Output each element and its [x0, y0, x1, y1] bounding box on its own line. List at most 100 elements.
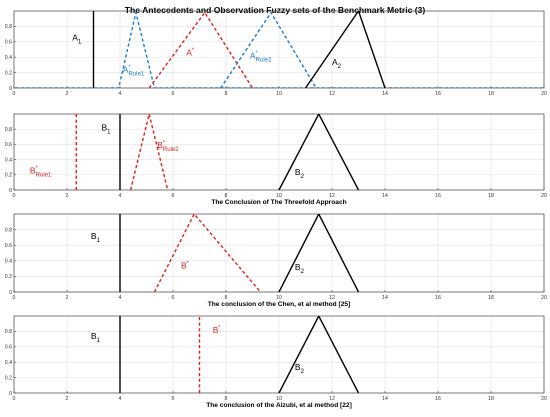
y-tick-label: 0 — [9, 86, 12, 92]
x-tick-label: 14 — [382, 396, 388, 402]
series-label-sub: 1 — [97, 238, 101, 244]
series-group — [119, 316, 360, 393]
panel-caption: The conclusion of the Chen, et al method… — [208, 301, 351, 308]
x-tick-label: 10 — [276, 91, 282, 97]
series-label: B1 — [91, 231, 101, 244]
series-group — [75, 114, 360, 190]
x-tick-label: 12 — [329, 396, 335, 402]
y-tick-label: 0.4 — [5, 157, 12, 163]
x-tick-label: 14 — [382, 193, 388, 199]
x-tick-label: 18 — [488, 295, 494, 301]
series-line-b2 — [278, 316, 360, 393]
series-label-sub: 1 — [97, 338, 101, 344]
x-tick-label: 2 — [66, 295, 69, 301]
series-line-b2 — [278, 214, 360, 292]
panel-caption: The Conclusion of The Threefold Approach — [211, 199, 346, 206]
y-tick-label: 0.4 — [5, 259, 12, 265]
series-label: B2 — [295, 262, 305, 275]
x-tick-label: 18 — [488, 396, 494, 402]
x-tick-label: 10 — [276, 193, 282, 199]
series-label-sub: 1 — [78, 39, 82, 45]
figure-title: The Antecedents and Observation Fuzzy se… — [125, 5, 426, 15]
x-tick-label: 20 — [541, 193, 547, 199]
x-tick-label: 16 — [435, 396, 441, 402]
y-tick-label: 0.8 — [5, 24, 12, 30]
x-tick-label: 8 — [225, 91, 228, 97]
x-tick-label: 4 — [119, 193, 122, 199]
series-label: A* Rule2 — [250, 51, 272, 64]
series-label-sup: * — [36, 165, 39, 171]
x-tick-label: 18 — [488, 91, 494, 97]
y-tick-label: 0.6 — [5, 40, 12, 46]
series-label-sub: 2 — [301, 369, 305, 375]
x-tick-label: 16 — [435, 193, 441, 199]
series-line-astarrule1 — [14, 12, 544, 88]
y-tick-label: 0.4 — [5, 360, 12, 366]
x-tick-label: 20 — [541, 396, 547, 402]
series-label: B1 — [101, 123, 111, 136]
x-tick-label: 6 — [172, 295, 175, 301]
x-tick-label: 18 — [488, 193, 494, 199]
series-label-sub: Rule1 — [36, 172, 52, 178]
series-line-bstarrule2 — [129, 114, 169, 190]
series-label-sub: 1 — [107, 130, 111, 136]
series-label: B* Rule2 — [157, 140, 179, 153]
panel-caption: The conclusion of the Alzubi, et al meth… — [206, 402, 352, 409]
series-label: B* — [181, 261, 190, 271]
series-label-letter: B — [295, 362, 301, 372]
series-label-letter: A — [123, 65, 129, 75]
y-tick-label: 0 — [9, 188, 12, 194]
x-tick-label: 6 — [172, 91, 175, 97]
series-label-letter: B — [295, 262, 301, 272]
x-tick-label: 0 — [13, 91, 16, 97]
x-tick-label: 16 — [435, 295, 441, 301]
x-tick-label: 12 — [329, 193, 335, 199]
series-label: B2 — [295, 362, 305, 375]
series-label: A* Rule1 — [123, 65, 145, 78]
x-tick-label: 10 — [276, 396, 282, 402]
x-tick-label: 20 — [541, 91, 547, 97]
x-tick-label: 6 — [172, 396, 175, 402]
x-tick-label: 4 — [119, 295, 122, 301]
series-label-sub: Rule2 — [256, 58, 272, 64]
y-tick-label: 0.8 — [5, 329, 12, 335]
series-label: A2 — [332, 57, 342, 70]
x-tick-label: 10 — [276, 295, 282, 301]
x-tick-label: 8 — [225, 295, 228, 301]
series-line-bstar — [153, 214, 261, 292]
series-label-letter: A — [72, 32, 78, 42]
x-tick-label: 20 — [541, 295, 547, 301]
series-group — [119, 214, 360, 292]
series-label: B* — [213, 325, 222, 335]
y-tick-label: 0.6 — [5, 142, 12, 148]
y-tick-label: 0.2 — [5, 375, 12, 381]
series-label-sub: 2 — [338, 64, 342, 70]
series-label-letter: B — [213, 325, 219, 335]
series-label-sub: Rule2 — [163, 147, 179, 153]
x-tick-label: 0 — [13, 396, 16, 402]
x-tick-label: 12 — [329, 295, 335, 301]
y-tick-label: 0.8 — [5, 227, 12, 233]
series-line-astar — [148, 11, 254, 88]
x-tick-label: 0 — [13, 295, 16, 301]
x-tick-label: 8 — [225, 193, 228, 199]
x-tick-label: 2 — [66, 193, 69, 199]
series-label-sub: 2 — [301, 174, 305, 180]
series-label: A1 — [72, 32, 82, 45]
series-label-letter: B — [101, 123, 107, 133]
x-tick-label: 0 — [13, 193, 16, 199]
y-tick-label: 0.8 — [5, 127, 12, 133]
x-tick-label: 14 — [382, 295, 388, 301]
series-line-astarrule2 — [220, 11, 317, 88]
x-tick-label: 2 — [66, 91, 69, 97]
x-tick-label: 6 — [172, 193, 175, 199]
series-line-b2 — [278, 114, 360, 190]
y-tick-label: 0.2 — [5, 70, 12, 76]
y-tick-label: 0.2 — [5, 274, 12, 280]
